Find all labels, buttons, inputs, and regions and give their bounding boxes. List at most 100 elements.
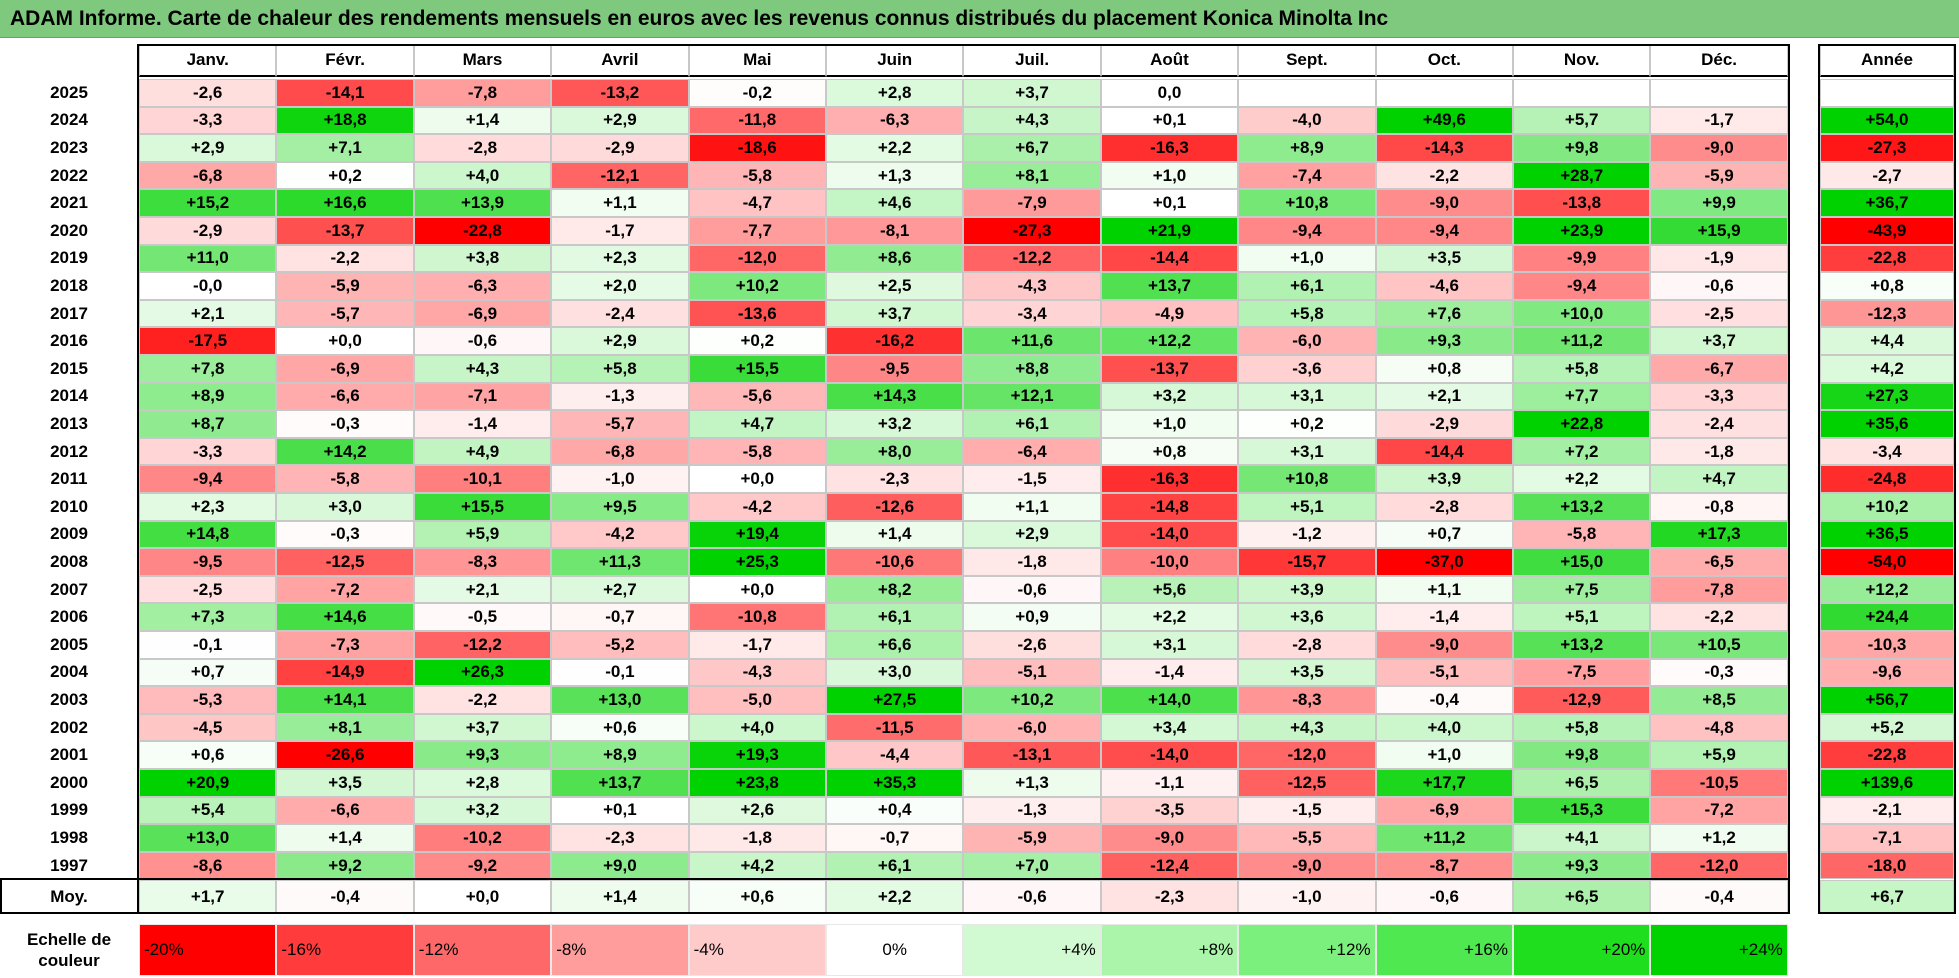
heatmap-cell: -8,7 [1375,851,1513,880]
year-label: 2010 [0,493,138,521]
heatmap-cell: -8,1 [826,217,964,245]
heatmap-cell: +9,8 [1513,741,1651,769]
heatmap-cell: +15,0 [1513,548,1651,576]
heatmap-cell: -0,8 [1650,493,1788,521]
heatmap-cell: -1,2 [1238,520,1376,549]
heatmap-cell: -2,5 [139,575,277,604]
heatmap-cell: +7,2 [1513,437,1651,466]
heatmap-cell: +4,3 [963,106,1101,135]
heatmap-cell: +3,1 [1238,437,1376,466]
heatmap-cell: +8,0 [826,437,964,466]
heatmap-cell: +0,2 [1238,410,1376,438]
heatmap-cell: +1,4 [826,520,964,549]
heatmap-cell: -10,8 [688,603,826,631]
heatmap-cell: -12,2 [413,631,552,659]
year-label: 2014 [0,382,138,411]
heatmap-cell: +3,5 [1238,658,1376,687]
year-label: 2019 [0,244,138,273]
annual-header: Année [1820,44,1954,77]
heatmap-cell: -3,3 [1650,382,1788,411]
heatmap-cell: -18,6 [688,134,826,162]
heatmap-cell: +16,6 [276,189,414,217]
heatmap-cell: +7,1 [276,134,414,162]
heatmap-cell: -12,0 [1238,741,1376,769]
heatmap-cell: -2,4 [551,299,689,328]
heatmap-cell: -13,6 [688,299,826,328]
heatmap-cell: +1,0 [1100,410,1239,438]
heatmap-cell: -6,5 [1650,548,1788,576]
heatmap-cell: +11,6 [963,327,1101,355]
heatmap-cell: -9,0 [1100,824,1239,852]
heatmap-cell: -5,8 [276,465,414,493]
annual-cell: -9,6 [1820,658,1954,687]
heatmap-cell: +13,7 [1100,272,1239,300]
heatmap-cell: +1,4 [413,106,552,135]
heatmap-cell: -2,5 [1650,299,1788,328]
heatmap-cell: +3,2 [1100,382,1239,411]
year-label: 2008 [0,548,138,576]
heatmap-cell: +8,5 [1650,686,1788,714]
year-label: 2002 [0,713,138,742]
heatmap-cell: -15,7 [1238,548,1376,576]
month-header: Juil. [963,44,1101,77]
heatmap-cell: +8,9 [551,741,689,769]
heatmap-cell: -13,1 [963,741,1101,769]
heatmap-cell: +1,0 [1375,741,1513,769]
heatmap-cell: -7,8 [413,79,552,107]
heatmap-cell: -2,4 [1650,410,1788,438]
heatmap-cell: +12,1 [963,382,1101,411]
heatmap-cell: -12,5 [276,548,414,576]
heatmap-cell: -7,3 [276,631,414,659]
heatmap-cell: +0,6 [551,713,689,742]
heatmap-cell: -16,2 [826,327,964,355]
year-label: 2015 [0,355,138,383]
year-label: 1997 [0,851,138,880]
heatmap-cell: -7,4 [1238,161,1376,190]
heatmap-cell: -14,3 [1375,134,1513,162]
year-label: 2004 [0,658,138,687]
year-label: 2012 [0,437,138,466]
heatmap-cell: +6,5 [1513,769,1651,797]
annual-cell: -22,8 [1820,244,1954,273]
heatmap-cell: -5,8 [1513,520,1651,549]
heatmap-cell: +2,2 [826,134,964,162]
heatmap-cell: +0,0 [688,575,826,604]
average-cell: +0,0 [413,880,552,914]
heatmap-cell: -2,3 [551,824,689,852]
annual-cell: +54,0 [1820,106,1954,135]
heatmap-cell: -1,7 [1650,106,1788,135]
annual-cell: -2,1 [1820,796,1954,825]
heatmap-cell: -4,5 [139,713,277,742]
annual-cell: +27,3 [1820,382,1954,411]
heatmap-cell: -7,5 [1513,658,1651,687]
heatmap-cell: +0,8 [1100,437,1239,466]
heatmap-cell: +4,3 [413,355,552,383]
heatmap-cell: +9,3 [413,741,552,769]
heatmap-cell: -9,5 [826,355,964,383]
heatmap-cell: -6,6 [276,796,414,825]
heatmap-cell: +0,6 [139,741,277,769]
heatmap-cell: -13,7 [276,217,414,245]
average-cell: +6,5 [1513,880,1651,914]
year-label: 2005 [0,631,138,659]
heatmap-cell: -7,2 [276,575,414,604]
heatmap-cell: -13,7 [1100,355,1239,383]
heatmap-cell: +17,7 [1375,769,1513,797]
heatmap-cell: +10,8 [1238,189,1376,217]
average-cell: -0,4 [1650,880,1788,914]
month-header: Mars [413,44,552,77]
heatmap-cell: +6,1 [963,410,1101,438]
heatmap-cell: -14,0 [1100,520,1239,549]
heatmap-cell: -6,0 [1238,327,1376,355]
heatmap-cell: +6,6 [826,631,964,659]
heatmap-cell: -9,4 [139,465,277,493]
heatmap-cell: -0,2 [688,79,826,107]
legend-swatch: 0% [826,924,964,976]
heatmap-cell: +7,5 [1513,575,1651,604]
heatmap-cell: -0,1 [139,631,277,659]
annual-cell: +24,4 [1820,603,1954,631]
page-title: ADAM Informe. Carte de chaleur des rende… [0,0,1959,38]
year-label: 2001 [0,741,138,769]
heatmap-cell: -0,6 [1650,272,1788,300]
heatmap-cell: -2,6 [139,79,277,107]
